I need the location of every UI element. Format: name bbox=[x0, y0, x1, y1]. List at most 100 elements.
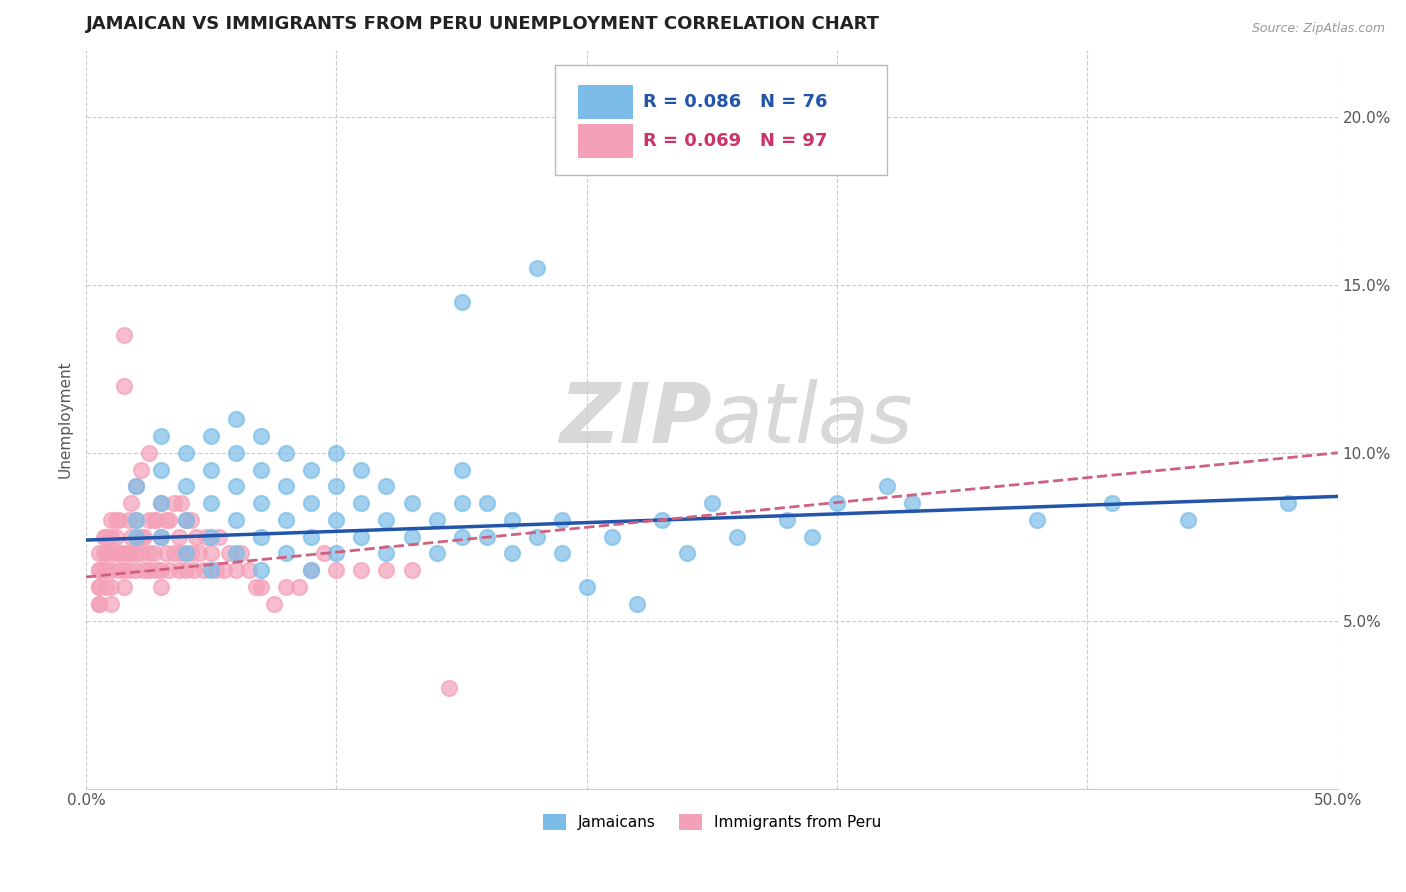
Point bbox=[325, 547, 347, 561]
Text: atlas: atlas bbox=[711, 379, 914, 459]
Point bbox=[526, 261, 548, 276]
Point bbox=[350, 496, 373, 510]
Point bbox=[225, 446, 247, 460]
Point bbox=[105, 530, 128, 544]
Point bbox=[776, 513, 799, 527]
Point bbox=[145, 513, 167, 527]
Y-axis label: Unemployment: Unemployment bbox=[58, 360, 72, 478]
Point bbox=[200, 462, 222, 476]
Point bbox=[225, 479, 247, 493]
Point bbox=[1026, 513, 1049, 527]
Point bbox=[375, 547, 398, 561]
Point bbox=[288, 580, 311, 594]
Point bbox=[276, 513, 298, 527]
Point bbox=[167, 530, 190, 544]
Point bbox=[250, 462, 273, 476]
Point bbox=[150, 496, 173, 510]
Point bbox=[450, 294, 472, 309]
Point bbox=[501, 513, 523, 527]
Point bbox=[120, 530, 142, 544]
Point bbox=[200, 530, 222, 544]
Point bbox=[299, 563, 322, 577]
Point bbox=[526, 530, 548, 544]
Point bbox=[87, 597, 110, 611]
Point bbox=[350, 563, 373, 577]
Point bbox=[87, 580, 110, 594]
Point bbox=[100, 563, 122, 577]
Point bbox=[437, 681, 460, 695]
Point bbox=[238, 563, 260, 577]
Point bbox=[350, 530, 373, 544]
Point bbox=[117, 563, 139, 577]
Point bbox=[87, 580, 110, 594]
Point bbox=[155, 547, 177, 561]
Point bbox=[120, 547, 142, 561]
Point bbox=[475, 496, 498, 510]
Point bbox=[225, 563, 247, 577]
Point bbox=[425, 513, 447, 527]
Point bbox=[129, 530, 152, 544]
Point bbox=[94, 530, 117, 544]
Point bbox=[87, 563, 110, 577]
Point bbox=[129, 462, 152, 476]
Point bbox=[125, 513, 148, 527]
Point bbox=[801, 530, 824, 544]
Point bbox=[676, 547, 699, 561]
Point bbox=[325, 563, 347, 577]
Point bbox=[125, 513, 148, 527]
Point bbox=[150, 530, 173, 544]
Point bbox=[112, 563, 135, 577]
Point bbox=[180, 513, 202, 527]
Point bbox=[100, 547, 122, 561]
Point bbox=[450, 496, 472, 510]
Point bbox=[212, 563, 235, 577]
Point bbox=[225, 412, 247, 426]
Point bbox=[100, 597, 122, 611]
Point bbox=[208, 530, 231, 544]
Point bbox=[174, 563, 197, 577]
Point bbox=[138, 547, 160, 561]
Point bbox=[276, 547, 298, 561]
Point bbox=[231, 547, 253, 561]
FancyBboxPatch shape bbox=[578, 86, 633, 120]
Point bbox=[626, 597, 648, 611]
Point bbox=[225, 547, 247, 561]
Point bbox=[375, 563, 398, 577]
Point bbox=[200, 496, 222, 510]
Point bbox=[105, 547, 128, 561]
Point bbox=[150, 563, 173, 577]
Point bbox=[125, 530, 148, 544]
Point bbox=[401, 530, 423, 544]
Point bbox=[1277, 496, 1299, 510]
Point bbox=[350, 462, 373, 476]
Point bbox=[87, 563, 110, 577]
Point bbox=[100, 580, 122, 594]
Point bbox=[138, 446, 160, 460]
Point bbox=[250, 530, 273, 544]
Point bbox=[94, 547, 117, 561]
Point bbox=[186, 530, 208, 544]
Point bbox=[87, 597, 110, 611]
Point bbox=[250, 429, 273, 443]
Point bbox=[138, 563, 160, 577]
Point bbox=[142, 513, 165, 527]
Point bbox=[100, 513, 122, 527]
Point bbox=[142, 547, 165, 561]
Point bbox=[725, 530, 748, 544]
Point bbox=[299, 563, 322, 577]
Point bbox=[200, 563, 222, 577]
Point bbox=[93, 563, 115, 577]
Point bbox=[174, 513, 197, 527]
Point bbox=[195, 530, 218, 544]
Point bbox=[132, 530, 155, 544]
Point bbox=[825, 496, 848, 510]
Point bbox=[180, 547, 202, 561]
Point bbox=[225, 513, 247, 527]
Point bbox=[312, 547, 335, 561]
Text: JAMAICAN VS IMMIGRANTS FROM PERU UNEMPLOYMENT CORRELATION CHART: JAMAICAN VS IMMIGRANTS FROM PERU UNEMPLO… bbox=[86, 15, 880, 33]
Point bbox=[200, 547, 222, 561]
Text: R = 0.086   N = 76: R = 0.086 N = 76 bbox=[643, 94, 828, 112]
Point bbox=[1177, 513, 1199, 527]
Point bbox=[325, 446, 347, 460]
Point bbox=[112, 378, 135, 392]
